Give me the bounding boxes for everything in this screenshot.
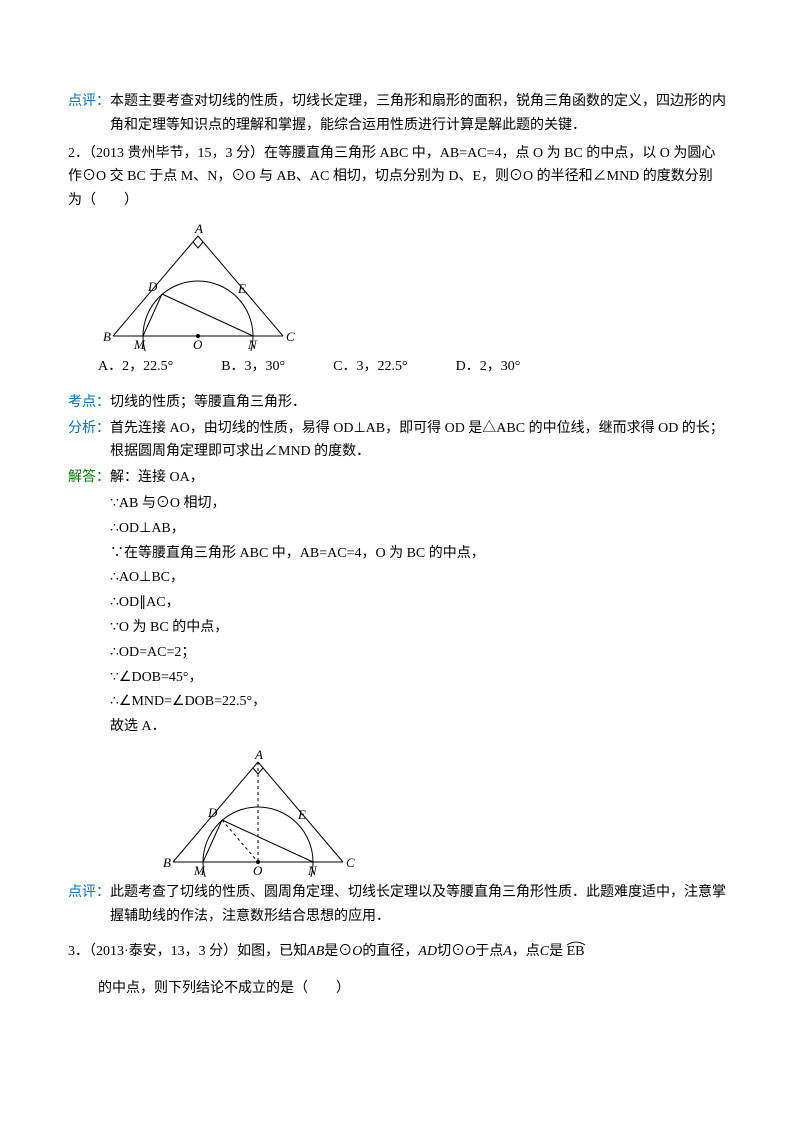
svg-text:C: C xyxy=(286,329,295,344)
p3-t6: ，点 xyxy=(512,944,540,959)
svg-text:O: O xyxy=(253,863,263,877)
svg-text:D: D xyxy=(147,279,158,294)
review2-text: 此题考查了切线的性质、圆周角定理、切线长定理以及等腰直角三角形性质．此题难度适中… xyxy=(110,881,726,929)
solution-line: ∴AO⊥BC， xyxy=(110,566,726,590)
p3-t2: 是⊙ xyxy=(324,944,352,959)
problem2-options: A．2，22.5° B．3，30° C．3，22.5° D．2，30° xyxy=(98,355,726,379)
p3-t4: 切⊙ xyxy=(437,944,465,959)
review1-label: 点评： xyxy=(68,94,110,109)
p3-c: C xyxy=(540,944,549,959)
solution-line: ∵在等腰直角三角形 ABC 中，AB=AC=4，O 为 BC 的中点， xyxy=(110,542,726,566)
option-b: B．3，30° xyxy=(221,355,285,379)
svg-text:M: M xyxy=(193,863,206,877)
solution-line: ∵O 为 BC 的中点， xyxy=(110,616,726,640)
solution-line: ∴OD⊥AB， xyxy=(110,517,726,541)
review1-text: 本题主要考查对切线的性质，切线长定理，三角形和扇形的面积，锐角三角函数的定义，四… xyxy=(110,90,726,138)
analysis-label: 分析： xyxy=(68,421,110,436)
p3-t3: 的直径， xyxy=(362,944,418,959)
problem3-line2: 的中点，则下列结论不成立的是（ ） xyxy=(98,977,726,1001)
option-a: A．2，22.5° xyxy=(98,355,173,379)
diagram1: A B C D E M N O xyxy=(98,221,726,351)
analysis-text: 首先连接 AO，由切线的性质，易得 OD⊥AB，即可得 OD 是△ABC 的中位… xyxy=(110,417,726,465)
solution-lines: ∵AB 与⊙O 相切， ∴OD⊥AB， ∵在等腰直角三角形 ABC 中，AB=A… xyxy=(110,492,726,739)
svg-text:C: C xyxy=(346,855,355,870)
solution-line: ∴OD=AC=2； xyxy=(110,641,726,665)
solution-line: ∵∠DOB=45°， xyxy=(110,666,726,690)
svg-text:N: N xyxy=(247,337,258,351)
option-d: D．2，30° xyxy=(456,355,521,379)
p3-t5: 于点 xyxy=(475,944,503,959)
review2-block: 点评： 此题考查了切线的性质、圆周角定理、切线长定理以及等腰直角三角形性质．此题… xyxy=(68,881,726,929)
p3-ad: AD xyxy=(418,944,437,959)
svg-text:E: E xyxy=(237,281,246,296)
svg-text:E: E xyxy=(297,807,306,822)
solution-line: ∴OD∥AC， xyxy=(110,591,726,615)
solution-line: ∴∠MND=∠DOB=22.5°， xyxy=(110,690,726,714)
problem2-text: 2．（2013 贵州毕节，15，3 分）在等腰直角三角形 ABC 中，AB=AC… xyxy=(68,142,726,213)
solution-line: 故选 A． xyxy=(110,715,726,739)
svg-text:B: B xyxy=(163,855,171,870)
analysis-block: 分析： 首先连接 AO，由切线的性质，易得 OD⊥AB，即可得 OD 是△ABC… xyxy=(68,417,726,465)
svg-text:M: M xyxy=(133,337,146,351)
p3-o2: O xyxy=(465,944,475,959)
svg-text:N: N xyxy=(307,863,318,877)
p3-ab: AB xyxy=(307,944,324,959)
solution-line: ∵AB 与⊙O 相切， xyxy=(110,492,726,516)
p3-arc: 是 EB xyxy=(549,944,585,959)
p3-o1: O xyxy=(352,944,362,959)
review1-block: 点评： 本题主要考查对切线的性质，切线长定理，三角形和扇形的面积，锐角三角函数的… xyxy=(68,90,726,138)
option-c: C．3，22.5° xyxy=(333,355,407,379)
svg-text:O: O xyxy=(193,337,203,351)
svg-text:B: B xyxy=(103,329,111,344)
p3-a: A xyxy=(503,944,512,959)
exam-point-label: 考点： xyxy=(68,395,110,410)
svg-text:A: A xyxy=(254,747,263,762)
exam-point-text: 切线的性质；等腰直角三角形． xyxy=(110,391,726,415)
svg-text:A: A xyxy=(194,221,203,236)
diagram2: A B C D E M N O xyxy=(158,747,726,877)
exam-point-block: 考点： 切线的性质；等腰直角三角形． xyxy=(68,391,726,415)
solution-block: 解答： 解：连接 OA， xyxy=(68,466,726,490)
p3-t1: 3．（2013·泰安，13，3 分）如图，已知 xyxy=(68,944,307,959)
solution-intro: 解：连接 OA， xyxy=(110,466,726,490)
problem3-line1: 3．（2013·泰安，13，3 分）如图，已知AB是⊙O的直径，AD切⊙O于点A… xyxy=(68,939,726,964)
review2-label: 点评： xyxy=(68,885,110,900)
solution-label: 解答： xyxy=(68,470,110,485)
svg-text:D: D xyxy=(207,805,218,820)
